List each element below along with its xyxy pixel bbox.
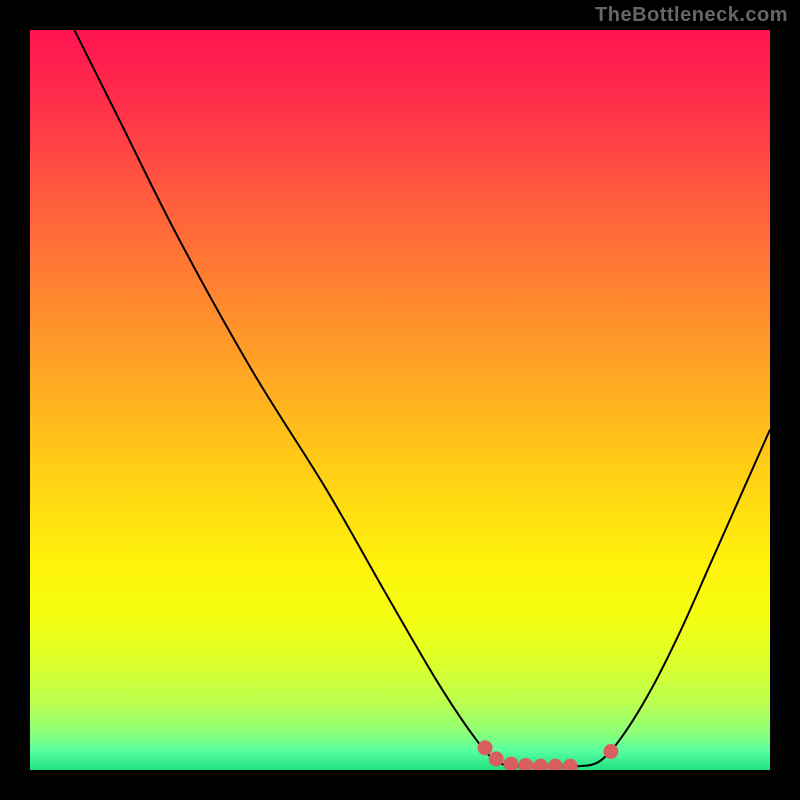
marker-dot [604, 745, 618, 759]
marker-dot [489, 752, 503, 766]
marker-dot [548, 759, 562, 770]
marker-dot [563, 759, 577, 770]
marker-dot [519, 759, 533, 770]
chart-container: TheBottleneck.com [0, 0, 800, 800]
marker-dot [478, 741, 492, 755]
chart-background [30, 30, 770, 770]
bottleneck-curve-chart [30, 30, 770, 770]
chart-area [30, 30, 770, 770]
watermark-text: TheBottleneck.com [595, 4, 788, 27]
marker-dot [504, 757, 518, 770]
marker-dot [534, 759, 548, 770]
